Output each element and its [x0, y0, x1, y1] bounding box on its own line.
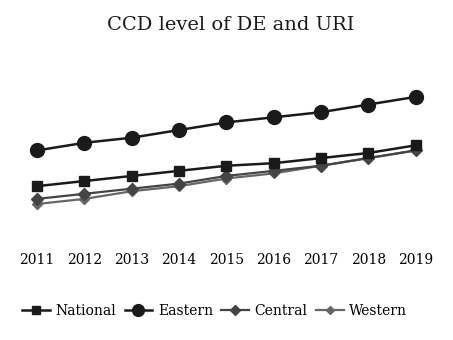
Western — [366, 156, 371, 160]
Central — [318, 164, 323, 168]
Western — [318, 164, 323, 168]
Western — [129, 189, 135, 193]
Eastern — [82, 141, 87, 145]
Western — [413, 148, 418, 152]
Western — [224, 176, 229, 181]
National — [82, 179, 87, 183]
Eastern — [34, 148, 40, 152]
Title: CCD level of DE and URI: CCD level of DE and URI — [107, 16, 355, 34]
Line: Central: Central — [33, 146, 420, 203]
Eastern — [318, 110, 323, 114]
National — [129, 174, 135, 178]
Central — [224, 174, 229, 178]
Eastern — [129, 136, 135, 140]
Eastern — [224, 120, 229, 124]
Western — [34, 202, 40, 206]
National — [34, 184, 40, 188]
National — [366, 151, 371, 155]
Eastern — [366, 103, 371, 107]
Central — [413, 148, 418, 152]
Central — [271, 169, 276, 173]
Line: National: National — [32, 140, 420, 191]
Eastern — [271, 115, 276, 119]
Eastern — [413, 95, 418, 99]
Central — [82, 192, 87, 196]
Central — [366, 156, 371, 160]
Central — [34, 197, 40, 201]
Line: Western: Western — [34, 147, 419, 207]
National — [271, 161, 276, 165]
Line: Eastern: Eastern — [30, 90, 423, 157]
Western — [82, 197, 87, 201]
National — [318, 156, 323, 160]
Western — [271, 171, 276, 175]
Legend: National, Eastern, Central, Western: National, Eastern, Central, Western — [17, 299, 413, 324]
Eastern — [176, 128, 182, 132]
National — [224, 164, 229, 168]
Central — [129, 187, 135, 191]
Western — [176, 184, 182, 188]
Central — [176, 182, 182, 186]
National — [413, 143, 418, 147]
National — [176, 169, 182, 173]
